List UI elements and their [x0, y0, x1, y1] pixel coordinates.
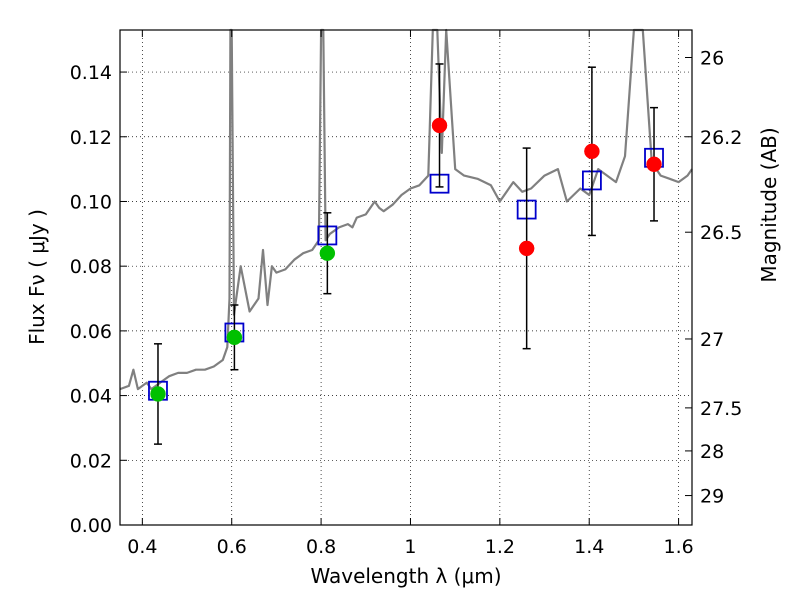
y-tick-label: 0.08	[70, 256, 112, 278]
right-tick-label: 28	[700, 441, 724, 463]
observed-point-red	[646, 156, 662, 173]
right-tick-label: 27	[700, 329, 724, 351]
y-tick-label: 0.06	[70, 321, 112, 343]
model-spectrum-line	[119, 28, 693, 391]
x-tick-label: 0.8	[306, 536, 336, 558]
right-tick-label: 29	[700, 486, 724, 508]
observed-point-red	[584, 143, 600, 160]
plot-frame	[119, 29, 693, 526]
y-tick-label: 0.14	[70, 62, 112, 84]
grid-lines	[120, 30, 692, 525]
y-tick-label: 0.00	[70, 515, 112, 537]
x-tick-label: 1	[404, 536, 416, 558]
right-axis-label: Magnitude (AB)	[757, 127, 781, 282]
x-tick-label: 0.4	[127, 536, 157, 558]
right-tick-label: 26.2	[700, 127, 742, 149]
right-tick-label: 26	[700, 48, 724, 70]
series-layer	[119, 28, 693, 445]
observed-point-green	[150, 386, 166, 402]
x-tick-label: 1.2	[485, 536, 515, 558]
y-tick-label: 0.02	[70, 450, 112, 472]
observed-point-red	[431, 117, 448, 134]
x-tick-label: 1.6	[663, 536, 693, 558]
observed-point-green	[319, 245, 336, 261]
right-tick-label: 26.5	[700, 222, 742, 244]
observed-point-red	[518, 240, 535, 257]
y-tick-label: 0.10	[70, 191, 112, 213]
y-tick-label: 0.04	[70, 386, 112, 408]
right-tick-label: 27.5	[700, 398, 742, 420]
y-axis-label: Flux Fν ( μJy )	[25, 209, 49, 345]
observed-point-green	[226, 329, 243, 346]
x-tick-label: 1.4	[574, 536, 604, 558]
x-axis-label: Wavelength λ (μm)	[310, 564, 501, 588]
y-tick-label: 0.12	[70, 127, 112, 149]
tick-labels: 0.4 0.6 0.8 1 1.2 1.4 1.6 0.00 0.02 0.04 0.06 0.08 0…	[70, 48, 743, 559]
tick-marks	[120, 30, 692, 526]
x-tick-label: 0.6	[217, 536, 247, 558]
